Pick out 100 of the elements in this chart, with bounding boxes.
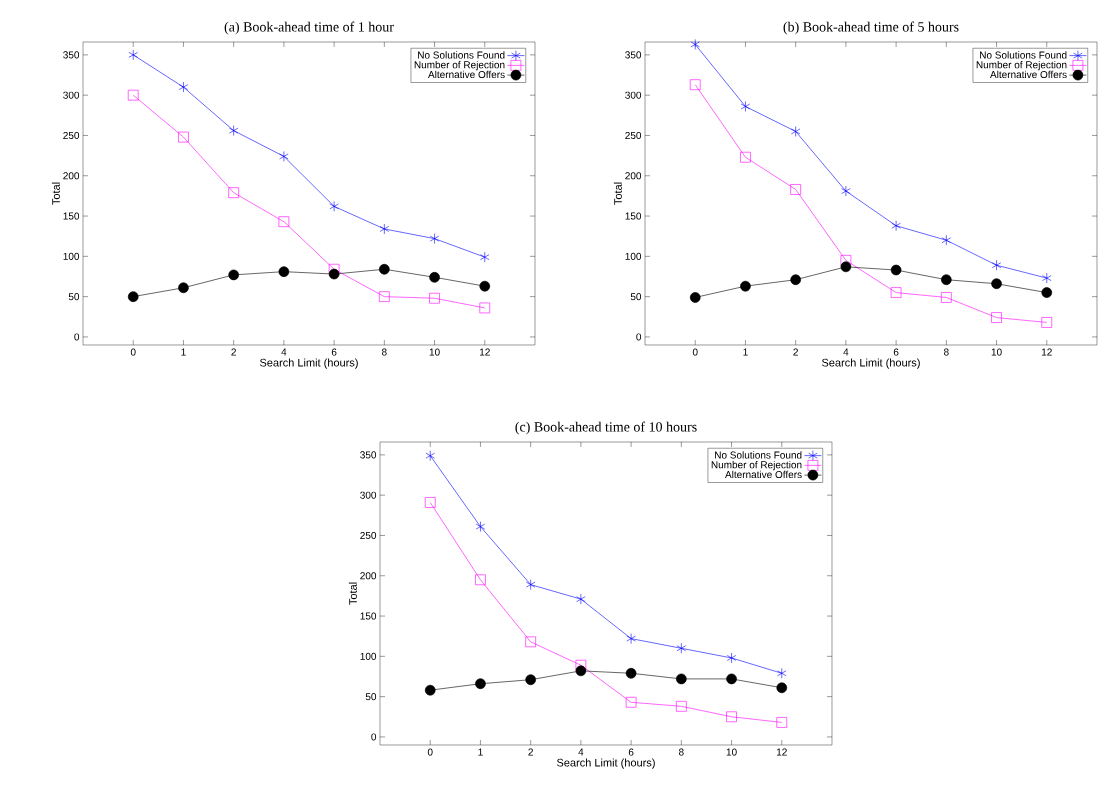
point	[776, 717, 788, 728]
point	[676, 673, 687, 685]
point	[429, 233, 440, 244]
y-tick-label: 200	[625, 172, 642, 180]
point	[991, 312, 1002, 323]
y-tick-label: 100	[63, 252, 80, 260]
y-tick-label: 200	[360, 572, 377, 580]
point	[790, 274, 801, 286]
x-tick-label: 8	[943, 348, 949, 356]
y-tick-label: 150	[63, 212, 80, 220]
point	[575, 665, 587, 677]
point	[480, 251, 490, 263]
y-tick-label: 0	[74, 333, 80, 341]
legend-label: Alternative Offers	[428, 70, 505, 79]
x-tick-label: 1	[478, 748, 483, 756]
y-tick-label: 350	[360, 451, 377, 459]
chart-title: (a) Book-ahead time of 1 hour	[224, 21, 394, 35]
x-tick-label: 4	[281, 348, 287, 356]
x-tick-label: 6	[628, 748, 634, 756]
y-tick-label: 350	[625, 51, 642, 59]
x-tick-label: 0	[130, 348, 136, 356]
point	[379, 263, 390, 275]
point	[479, 302, 491, 314]
x-tick-label: 10	[429, 348, 440, 356]
x-tick-label: 6	[893, 348, 899, 356]
x-tick-label: 2	[793, 348, 798, 356]
point	[424, 497, 436, 508]
point	[127, 89, 139, 101]
x-tick-label: 2	[231, 348, 236, 356]
point	[676, 701, 687, 712]
x-tick-label: 8	[381, 348, 387, 356]
point	[128, 49, 138, 61]
point	[328, 268, 340, 280]
point	[425, 450, 435, 461]
point	[127, 291, 139, 302]
point	[178, 81, 189, 93]
x-tick-label: 2	[528, 748, 533, 756]
point	[890, 264, 902, 276]
legend-label: No Solutions Found	[418, 51, 505, 59]
x-tick-label: 12	[776, 748, 787, 756]
x-tick-label: 6	[331, 348, 337, 356]
y-tick-label: 300	[360, 491, 377, 499]
point	[576, 593, 586, 605]
point	[791, 126, 801, 137]
point	[726, 652, 737, 664]
point	[776, 682, 788, 694]
point	[726, 673, 737, 685]
x-tick-label: 4	[843, 348, 849, 356]
x-tick-label: 0	[692, 348, 698, 356]
point	[941, 292, 952, 303]
point	[1041, 287, 1053, 298]
point	[625, 696, 637, 708]
y-tick-label: 350	[63, 51, 80, 59]
point	[740, 151, 751, 163]
point	[676, 642, 686, 654]
point	[279, 151, 289, 162]
point	[229, 125, 239, 136]
point	[626, 633, 636, 644]
y-tick-label: 50	[68, 293, 80, 301]
point	[991, 259, 1002, 271]
y-tick-label: 0	[371, 733, 377, 741]
y-tick-label: 0	[636, 333, 642, 341]
legend-label: No Solutions Found	[715, 451, 802, 459]
x-axis-title: Search Limit (hours)	[821, 358, 920, 369]
chart-title: (c) Book-ahead time of 10 hours	[515, 421, 697, 435]
legend-label: Alternative Offers	[725, 470, 802, 479]
y-axis-title: Total	[51, 182, 60, 205]
point	[228, 187, 239, 198]
point	[790, 184, 801, 195]
point	[228, 269, 239, 281]
point	[689, 79, 701, 90]
point	[329, 201, 339, 212]
point	[690, 39, 700, 50]
y-tick-label: 300	[625, 91, 642, 99]
x-axis-title: Search Limit (hours)	[556, 758, 655, 769]
x-tick-label: 4	[578, 748, 584, 756]
point	[840, 255, 852, 266]
point	[1041, 317, 1053, 328]
legend-label: Alternative Offers	[990, 70, 1067, 79]
legend-label: Number of Rejection	[414, 61, 505, 71]
x-axis-title: Search Limit (hours)	[259, 358, 358, 369]
x-tick-label: 8	[678, 748, 684, 756]
y-tick-label: 50	[365, 693, 377, 701]
y-tick-label: 200	[63, 172, 80, 180]
point	[575, 659, 587, 671]
point	[525, 636, 536, 648]
point	[726, 711, 737, 723]
chart-title: (b) Book-ahead time of 5 hours	[783, 21, 959, 35]
point	[475, 574, 486, 586]
x-tick-label: 12	[1041, 348, 1052, 356]
legend-label: Number of Rejection	[976, 61, 1067, 71]
point	[429, 292, 440, 304]
point	[526, 579, 536, 590]
x-tick-label: 10	[726, 748, 737, 756]
point	[941, 274, 952, 286]
y-tick-label: 50	[630, 293, 642, 301]
point	[328, 263, 340, 275]
y-tick-label: 100	[625, 252, 642, 260]
x-tick-label: 12	[479, 348, 490, 356]
y-tick-label: 150	[625, 212, 642, 220]
